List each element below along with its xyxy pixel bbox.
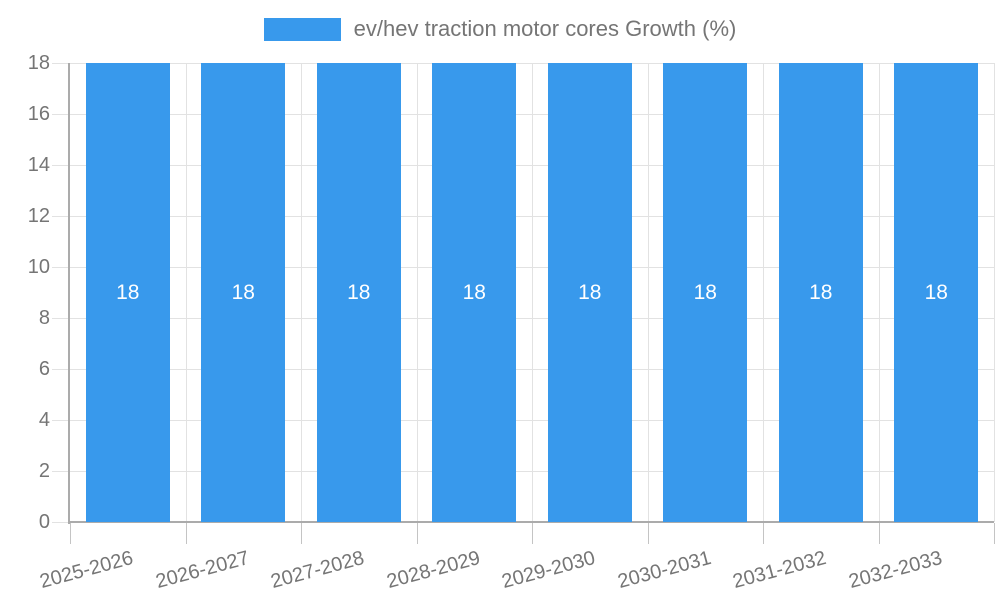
y-axis-tick-label: 12 bbox=[27, 205, 50, 227]
x-axis-tick bbox=[70, 523, 71, 544]
x-axis-tick bbox=[763, 523, 764, 544]
x-axis-tick bbox=[186, 523, 187, 544]
bar[interactable]: 18 bbox=[778, 63, 863, 522]
y-axis-tick bbox=[52, 114, 70, 115]
y-axis-tick-label: 16 bbox=[27, 103, 50, 125]
y-axis-tick-label: 8 bbox=[38, 307, 50, 329]
bar-value-label: 18 bbox=[809, 280, 833, 304]
x-gridline bbox=[186, 63, 187, 522]
y-axis-tick bbox=[52, 165, 70, 166]
x-gridline bbox=[879, 63, 880, 522]
x-axis-tick bbox=[879, 523, 880, 544]
x-axis-category-label: 2029-2030 bbox=[499, 546, 598, 593]
y-axis-tick-label: 10 bbox=[27, 256, 50, 278]
x-axis-category-label: 2027-2028 bbox=[268, 546, 367, 593]
bar-value-label: 18 bbox=[693, 280, 717, 304]
y-axis-tick-label: 6 bbox=[38, 358, 50, 380]
x-axis-tick bbox=[994, 523, 995, 544]
x-axis-category-label: 2028-2029 bbox=[384, 546, 483, 593]
y-axis-tick bbox=[52, 420, 70, 421]
bar[interactable]: 18 bbox=[547, 63, 632, 522]
x-axis-line bbox=[68, 521, 994, 523]
y-axis-tick bbox=[52, 216, 70, 217]
x-axis-category-label: 2030-2031 bbox=[615, 546, 714, 593]
y-axis-tick bbox=[52, 267, 70, 268]
x-axis-tick bbox=[532, 523, 533, 544]
x-gridline bbox=[763, 63, 764, 522]
bar-value-label: 18 bbox=[231, 280, 255, 304]
bar[interactable]: 18 bbox=[201, 63, 286, 522]
bar-value-label: 18 bbox=[347, 280, 371, 304]
bar-value-label: 18 bbox=[578, 280, 602, 304]
x-gridline bbox=[994, 63, 995, 522]
bar[interactable]: 18 bbox=[85, 63, 170, 522]
y-axis-tick-label: 18 bbox=[27, 52, 50, 74]
y-axis-tick bbox=[52, 63, 70, 64]
y-axis-tick bbox=[52, 318, 70, 319]
x-axis-tick bbox=[417, 523, 418, 544]
x-axis-category-label: 2026-2027 bbox=[153, 546, 252, 593]
bar[interactable]: 18 bbox=[663, 63, 748, 522]
y-axis-line bbox=[68, 63, 70, 524]
bar[interactable]: 18 bbox=[432, 63, 517, 522]
y-axis-tick bbox=[52, 369, 70, 370]
x-gridline bbox=[417, 63, 418, 522]
legend[interactable]: ev/hev traction motor cores Growth (%) bbox=[0, 16, 1000, 42]
x-axis-category-label: 2032-2033 bbox=[846, 546, 945, 593]
x-axis-tick bbox=[301, 523, 302, 544]
bar-value-label: 18 bbox=[116, 280, 140, 304]
bar[interactable]: 18 bbox=[894, 63, 979, 522]
x-axis-tick bbox=[648, 523, 649, 544]
bar-value-label: 18 bbox=[462, 280, 486, 304]
bar[interactable]: 18 bbox=[316, 63, 401, 522]
legend-swatch-icon bbox=[263, 17, 341, 41]
x-gridline bbox=[648, 63, 649, 522]
x-gridline bbox=[532, 63, 533, 522]
x-axis-category-label: 2025-2026 bbox=[37, 546, 136, 593]
y-axis-tick-label: 4 bbox=[38, 409, 50, 431]
legend-series-label: ev/hev traction motor cores Growth (%) bbox=[353, 16, 737, 41]
bar-value-label: 18 bbox=[924, 280, 948, 304]
y-axis-tick-label: 2 bbox=[38, 460, 50, 482]
y-axis-tick bbox=[52, 522, 70, 523]
y-axis-tick-label: 0 bbox=[38, 511, 50, 533]
y-axis-tick bbox=[52, 471, 70, 472]
x-axis-category-label: 2031-2032 bbox=[730, 546, 829, 593]
x-gridline bbox=[301, 63, 302, 522]
y-axis-tick-label: 14 bbox=[27, 154, 50, 176]
